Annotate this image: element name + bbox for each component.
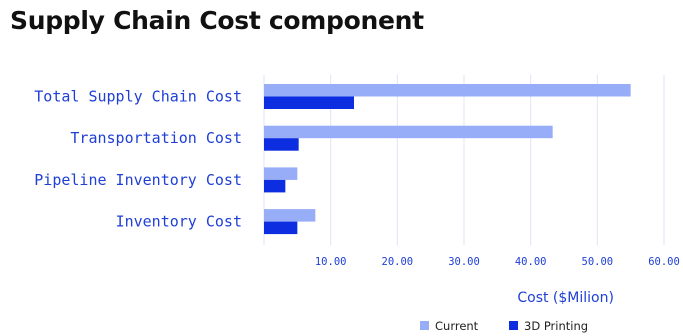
- x-axis-label: Cost ($Milion): [517, 290, 614, 306]
- category-label: Transportation Cost: [70, 129, 242, 147]
- bar-current: [264, 84, 631, 97]
- x-tick-label: 40.00: [515, 256, 547, 268]
- bar-3d-printing: [264, 138, 299, 151]
- bar-current: [264, 209, 316, 222]
- x-tick-label: 30.00: [448, 256, 480, 268]
- chart-title: Supply Chain Cost component: [10, 6, 424, 35]
- bar-3d-printing: [264, 96, 354, 109]
- category-label: Pipeline Inventory Cost: [34, 171, 242, 189]
- x-tick-label: 50.00: [582, 256, 614, 268]
- category-label: Inventory Cost: [116, 213, 242, 231]
- x-tick-label: 60.00: [648, 256, 680, 268]
- bar-current: [264, 167, 298, 180]
- category-label: Total Supply Chain Cost: [34, 88, 242, 106]
- bar-3d-printing: [264, 179, 286, 193]
- legend-label-3d-printing: 3D Printing: [524, 319, 588, 333]
- bar-3d-printing: [264, 221, 298, 235]
- x-tick-label: 10.00: [315, 256, 347, 268]
- bar-current: [264, 125, 553, 139]
- legend-label-current: Current: [435, 319, 479, 333]
- legend-swatch-3d-printing: [509, 321, 518, 330]
- legend-swatch-current: [420, 321, 429, 330]
- x-tick-label: 20.00: [382, 256, 414, 268]
